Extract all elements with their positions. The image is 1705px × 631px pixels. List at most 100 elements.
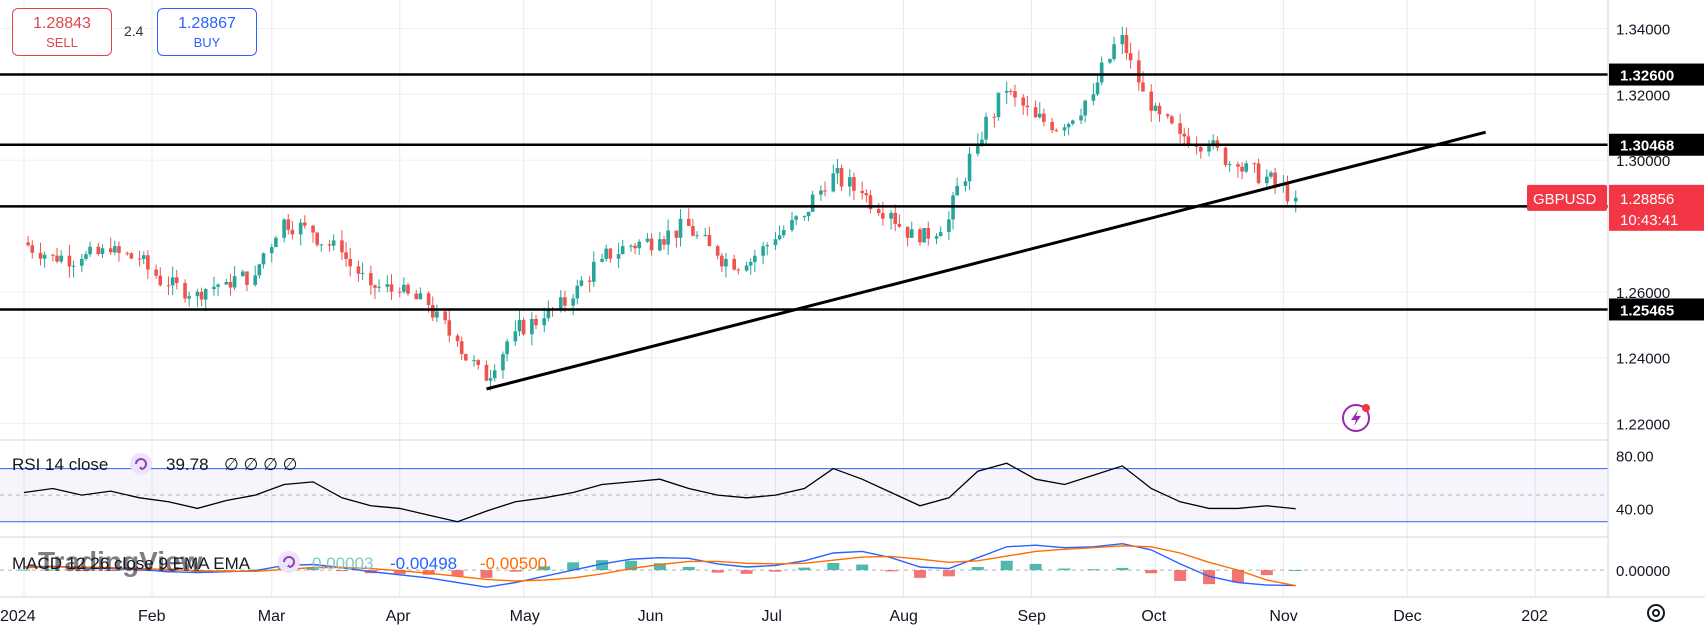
x-tick-label: Jun xyxy=(638,608,664,625)
candle-body xyxy=(744,265,749,271)
candle-body xyxy=(934,236,939,239)
candle-body xyxy=(889,212,893,219)
candle-body xyxy=(96,246,101,255)
x-tick-label: Feb xyxy=(138,608,166,625)
sell-label: SELL xyxy=(46,35,78,50)
candle-body xyxy=(146,255,150,270)
trendline[interactable] xyxy=(486,130,1487,391)
candle-body xyxy=(1013,91,1017,98)
candle-body xyxy=(84,254,88,259)
buy-button[interactable]: 1.28867 BUY xyxy=(157,8,257,56)
candle-body xyxy=(418,293,423,300)
candle-body xyxy=(348,258,352,267)
macd-histogram-bar xyxy=(971,567,984,571)
candle-body xyxy=(1256,163,1261,184)
candle-body xyxy=(773,239,778,246)
candle-body xyxy=(212,286,216,290)
candle-body xyxy=(443,311,447,321)
candle-body xyxy=(274,237,278,248)
candle-body xyxy=(1079,115,1083,121)
price-candles xyxy=(26,26,1298,391)
macd-histogram-bar xyxy=(1145,570,1158,574)
candle-body xyxy=(484,364,489,381)
macd-histogram-bar xyxy=(624,560,637,571)
candle-body xyxy=(794,216,798,220)
price-tags: GBPUSD 1.28856 10:43:41 xyxy=(1527,184,1704,231)
candle-body xyxy=(806,211,811,217)
y-tick-label: 1.32000 xyxy=(1616,87,1670,104)
candle-body xyxy=(199,291,204,300)
candle-body xyxy=(835,168,840,174)
rsi-settings-icon[interactable] xyxy=(130,453,152,475)
candle-body xyxy=(909,229,914,238)
candle-body xyxy=(117,246,121,253)
candle-body xyxy=(513,331,518,342)
x-tick-label: Dec xyxy=(1393,608,1421,625)
last-price-tag xyxy=(1609,184,1704,231)
macd-histogram-bar xyxy=(75,570,88,572)
macd-histogram-bar xyxy=(133,570,146,572)
candle-body xyxy=(385,284,390,287)
candle-body xyxy=(1223,147,1228,165)
rsi-line xyxy=(23,462,1296,523)
candle-body xyxy=(1083,100,1087,116)
candle-body xyxy=(984,116,988,140)
candle-body xyxy=(905,226,910,238)
candle-body xyxy=(472,360,476,362)
candle-body xyxy=(1211,140,1215,144)
y-tick-label: 1.30000 xyxy=(1616,153,1670,170)
candle-body xyxy=(30,245,35,253)
candle-body xyxy=(426,293,431,306)
tradingview-watermark: TradingView xyxy=(38,546,203,577)
macd-settings-icon[interactable] xyxy=(278,551,300,573)
candle-body xyxy=(852,177,856,191)
candle-body xyxy=(678,218,683,238)
macd-histogram-bar xyxy=(885,570,898,572)
macd-histogram-bar xyxy=(798,567,811,571)
candle-body xyxy=(1265,176,1269,184)
candle-body xyxy=(71,265,76,267)
sell-button[interactable]: 1.28843 SELL xyxy=(12,8,112,56)
lightning-icon[interactable] xyxy=(1342,404,1370,432)
macd-histogram-bar xyxy=(46,569,59,571)
sell-price: 1.28843 xyxy=(33,15,91,32)
candle-body xyxy=(113,246,117,253)
candle-body xyxy=(542,318,547,326)
candle-body xyxy=(257,264,262,276)
candle-body xyxy=(616,254,621,259)
candle-body xyxy=(1269,172,1273,177)
candle-body xyxy=(823,190,827,192)
candle-body xyxy=(1240,166,1244,172)
candle-body xyxy=(1285,184,1290,202)
gear-icon[interactable] xyxy=(1647,604,1665,622)
candle-body xyxy=(302,222,307,226)
candle-body xyxy=(1091,94,1096,101)
candle-body xyxy=(839,168,844,187)
x-tick-label: Sep xyxy=(1017,608,1046,625)
macd-histogram-bar xyxy=(480,570,493,578)
candle-body xyxy=(674,230,679,238)
grid xyxy=(0,0,1608,597)
candle-body xyxy=(311,225,315,233)
x-tick-label: May xyxy=(510,608,540,625)
candle-body xyxy=(1273,172,1277,185)
macd-histogram-bar xyxy=(1000,560,1013,571)
candle-body xyxy=(269,247,274,254)
candle-body xyxy=(955,185,959,196)
rsi-value: 39.78 xyxy=(166,455,209,474)
candle-body xyxy=(600,258,604,262)
macd-histogram-bar xyxy=(567,562,580,571)
macd-hist-value: 0.00003 xyxy=(312,554,373,573)
candle-body xyxy=(720,255,724,267)
candle-body xyxy=(331,240,336,246)
rsi-tick-label: 80.00 xyxy=(1616,448,1654,465)
buy-price: 1.28867 xyxy=(178,15,236,32)
candle-body xyxy=(1149,91,1154,111)
level-price-tag xyxy=(1609,133,1704,156)
macd-histogram-bar xyxy=(1116,567,1129,571)
rsi-pane: 80.00 40.00 xyxy=(0,448,1654,523)
candle-body xyxy=(1070,120,1075,124)
macd-histogram-bar xyxy=(538,566,551,571)
macd-histogram-bar xyxy=(914,570,926,578)
